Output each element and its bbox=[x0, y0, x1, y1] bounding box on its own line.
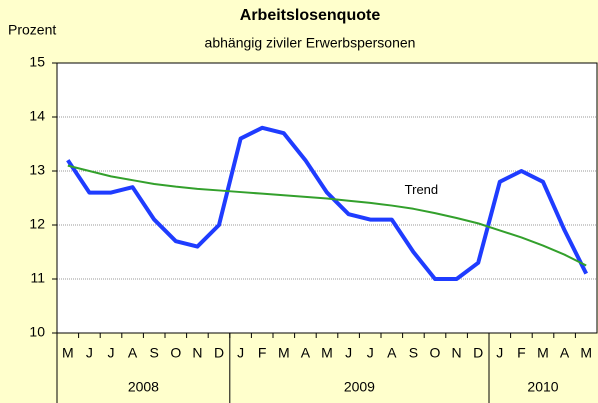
x-tick-label: J bbox=[496, 345, 503, 361]
y-tick-label: 14 bbox=[29, 108, 45, 124]
series-line bbox=[67, 164, 587, 267]
x-tick-label: O bbox=[430, 345, 441, 361]
x-tick-label: O bbox=[170, 345, 181, 361]
chart-title: Arbeitslosenquote bbox=[240, 7, 381, 24]
x-tick-label: J bbox=[345, 345, 352, 361]
year-label: 2010 bbox=[527, 379, 558, 395]
x-tick-label: F bbox=[517, 345, 526, 361]
x-tick-label: A bbox=[128, 345, 138, 361]
x-tick-label: S bbox=[150, 345, 159, 361]
plot-border bbox=[56, 62, 598, 334]
series-line bbox=[66, 125, 588, 281]
x-tick-label: M bbox=[580, 345, 592, 361]
x-tick-label: F bbox=[258, 345, 267, 361]
x-tick-label: A bbox=[301, 345, 311, 361]
x-tick-label: J bbox=[86, 345, 93, 361]
x-tick-label: D bbox=[214, 345, 224, 361]
chart-subtitle: abhängig ziviler Erwerbspersonen bbox=[205, 35, 416, 51]
y-tick-label: 12 bbox=[29, 216, 45, 232]
y-tick-label: 10 bbox=[29, 324, 45, 340]
x-tick-label: A bbox=[560, 345, 570, 361]
x-tick-label: J bbox=[108, 345, 115, 361]
x-tick-label: J bbox=[367, 345, 374, 361]
y-axis-label: Prozent bbox=[8, 22, 56, 38]
year-label: 2009 bbox=[344, 379, 375, 395]
x-tick-label: J bbox=[237, 345, 244, 361]
x-tick-label: N bbox=[192, 345, 202, 361]
x-tick-label: M bbox=[62, 345, 74, 361]
trend-label: Trend bbox=[405, 182, 438, 197]
x-tick-label: M bbox=[321, 345, 333, 361]
x-tick-label: M bbox=[278, 345, 290, 361]
y-tick-label: 13 bbox=[29, 162, 45, 178]
y-tick-label: 11 bbox=[30, 270, 45, 286]
x-tick-label: D bbox=[473, 345, 483, 361]
x-tick-label: A bbox=[387, 345, 397, 361]
x-tick-label: M bbox=[537, 345, 549, 361]
x-tick-label: S bbox=[409, 345, 418, 361]
y-tick-label: 15 bbox=[29, 54, 45, 70]
year-label: 2008 bbox=[128, 379, 159, 395]
x-tick-label: N bbox=[452, 345, 462, 361]
